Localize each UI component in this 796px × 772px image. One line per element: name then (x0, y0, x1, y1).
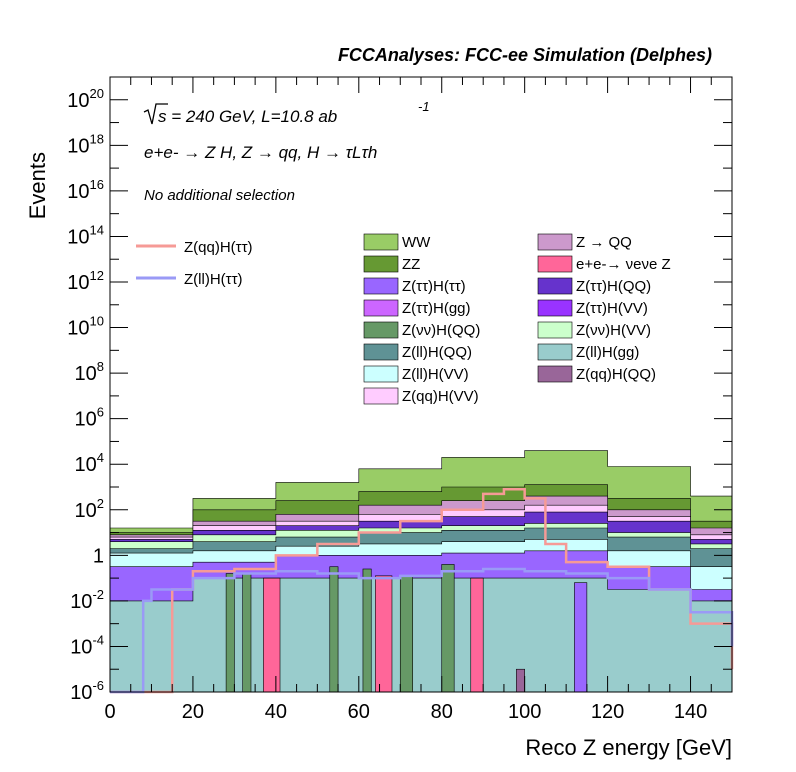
legend-line-label: Z(ll)H(ττ) (184, 271, 243, 288)
legend-box-label: ZZ (402, 256, 420, 273)
legend-swatch-z-h-vv (537, 321, 573, 339)
legend-swatch-z-h-qq (363, 321, 399, 339)
legend-swatch-z-qq (537, 233, 573, 251)
legend-box-label: Z(νν)H(QQ) (402, 322, 480, 339)
y-tick-label: 106 (75, 405, 104, 431)
bar-z-h-qq (399, 575, 414, 693)
legend-swatch-z-ll-h-gg (537, 343, 573, 361)
legend-box-label: Z(ττ)H(QQ) (576, 278, 651, 295)
x-tick-label: 0 (104, 701, 115, 723)
legend-box-label: Z → QQ (576, 234, 632, 251)
y-tick-label: 1010 (67, 314, 104, 340)
selection-annotation: No additional selection (144, 187, 295, 204)
x-tick-label: 140 (674, 701, 707, 723)
legend-box-label: Z(ττ)H(VV) (576, 300, 648, 317)
bar-z-h-qq (225, 573, 235, 693)
legend-swatch-z-h-gg (363, 299, 399, 317)
bar-z-h-qq (362, 568, 372, 693)
signal-line-z-ll-h (110, 567, 734, 694)
y-tick-label: 104 (75, 450, 104, 476)
y-tick-label: 1014 (67, 222, 104, 248)
legend-box-label: Z(qq)H(QQ) (576, 366, 656, 383)
y-tick-label: 10-2 (70, 587, 104, 613)
legend-swatch-z-ll-h-qq (363, 343, 399, 361)
legend-box-label: e+e-→ νeνe Z (576, 256, 671, 273)
y-axis-title: Events (25, 152, 50, 219)
isolated-bars (225, 564, 588, 693)
process-annotation: e+e- → Z H, Z → qq, H → τLτh (144, 143, 377, 162)
bar-z-h-qq (329, 566, 339, 693)
legend-box-label: Z(ll)H(QQ) (402, 344, 472, 361)
legend-box-label: Z(ττ)H(gg) (402, 300, 471, 317)
y-tick-label: 1 (93, 545, 104, 567)
x-tick-label: 100 (508, 701, 541, 723)
legend-swatch-z-h-qq (537, 277, 573, 295)
legend-box-label: Z(ll)H(gg) (576, 344, 639, 361)
energy-sup: -1 (418, 99, 430, 114)
legend: Z(qq)H(ττ) Z(ll)H(ττ) WW Z → QQ ZZ e+e-→ νeνe… (136, 233, 671, 405)
y-tick-label: 1016 (67, 177, 104, 203)
legend-swatch-zz (363, 255, 399, 273)
legend-swatch-e-e-e-e-z (537, 255, 573, 273)
bar-z-h-qq (242, 573, 252, 693)
legend-swatch-z-h (363, 277, 399, 295)
legend-swatch-z-ll-h-vv (363, 365, 399, 383)
signal-line-z-qq-h (110, 488, 734, 694)
sqrt-icon (143, 103, 168, 125)
y-tick-label: 1020 (67, 86, 104, 112)
legend-swatch-z-qq-h-vv (363, 387, 399, 405)
y-tick-label: 10-6 (70, 678, 104, 704)
x-tick-label: 20 (182, 701, 204, 723)
x-tick-label: 60 (348, 701, 370, 723)
legend-box-label: WW (402, 234, 431, 251)
energy-annotation: s = 240 GeV, L=10.8 ab -1 (143, 99, 430, 126)
x-tick-label: 80 (431, 701, 453, 723)
legend-box-label: Z(qq)H(VV) (402, 388, 479, 405)
legend-swatch-ww (363, 233, 399, 251)
bar-e-e-e-e-z (470, 577, 484, 693)
chart-header: FCCAnalyses: FCC-ee Simulation (Delphes) (338, 45, 712, 65)
bar-e-e-e-e-z (375, 575, 393, 693)
x-tick-label: 40 (265, 701, 287, 723)
legend-box-label: Z(ll)H(VV) (402, 366, 469, 383)
x-tick-label: 120 (591, 701, 624, 723)
y-tick-label: 108 (75, 359, 104, 385)
legend-box-label: Z(ττ)H(ττ) (402, 278, 466, 295)
bar-z-h-qq (441, 564, 455, 693)
signal-lines (110, 488, 734, 694)
y-tick-label: 102 (75, 496, 104, 522)
y-tick-label: 10-4 (70, 632, 104, 658)
x-axis-title: Reco Z energy [GeV] (525, 735, 732, 760)
bar-z-qq-h-qq (516, 668, 525, 693)
legend-swatch-z-h-vv (537, 299, 573, 317)
y-tick-label: 1012 (67, 268, 104, 294)
stack-layer-z-ll-h-gg (109, 577, 733, 693)
x-axis-ticks: 0 20 40 60 80 100 120 140 (104, 77, 733, 723)
legend-swatch-z-qq-h-qq (537, 365, 573, 383)
y-axis-ticks: 1020 1018 1016 1014 1012 1010 108 106 104 102 1 10-… (67, 76, 732, 704)
legend-line-label: Z(qq)H(ττ) (184, 239, 253, 256)
y-tick-label: 1018 (67, 131, 104, 157)
bar-z-h (574, 582, 588, 693)
energy-text: s = 240 GeV, L=10.8 ab (158, 107, 337, 126)
legend-box-label: Z(νν)H(VV) (576, 322, 651, 339)
bar-e-e-e-e-z (263, 577, 281, 693)
